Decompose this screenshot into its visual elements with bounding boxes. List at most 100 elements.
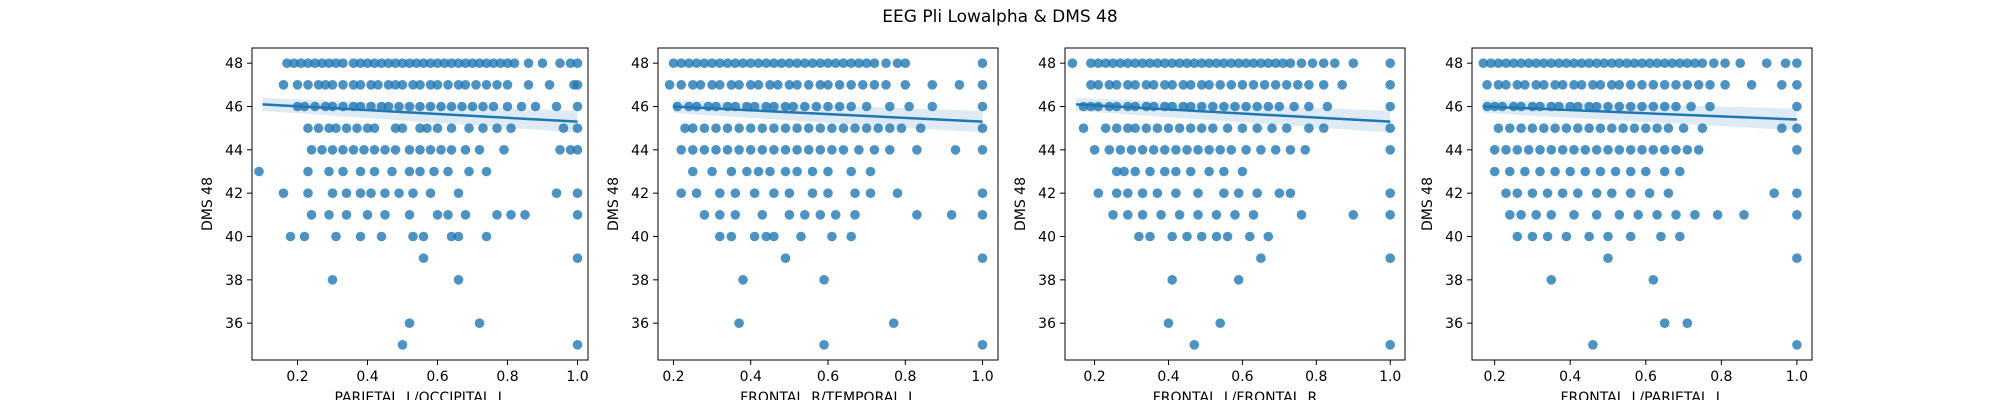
scatter-point (730, 58, 741, 68)
scatter-point (509, 58, 520, 68)
scatter-point (1167, 58, 1177, 68)
scatter-point (1652, 123, 1662, 133)
scatter-point (1222, 231, 1233, 242)
scatter-point (1508, 58, 1519, 68)
scatter-point (303, 188, 313, 198)
scatter-point (1237, 80, 1248, 90)
scatter-point (846, 101, 856, 112)
scatter-point (1145, 58, 1155, 68)
x-tick-label: 0.6 (817, 369, 839, 385)
scatter-point (1145, 166, 1155, 177)
scatter-point (1607, 123, 1617, 133)
scatter-point (1588, 80, 1598, 90)
scatter-point (749, 231, 760, 242)
scatter-point (1652, 210, 1662, 220)
scatter-point (572, 58, 583, 68)
scatter-point (1318, 123, 1329, 133)
scatter-point (1648, 80, 1659, 90)
scatter-point (404, 58, 415, 68)
scatter-point (780, 166, 791, 177)
y-axis-label: DMS 48 (1420, 177, 1436, 231)
scatter-point (488, 101, 499, 112)
y-tick-label: 40 (225, 230, 243, 246)
scatter-point (1111, 123, 1122, 133)
scatter-point (726, 231, 737, 242)
scatter-point (769, 123, 779, 133)
scatter-point (439, 58, 450, 68)
scatter-point (1656, 231, 1666, 242)
scatter-point (1196, 123, 1207, 133)
scatter-point (1629, 58, 1640, 68)
scatter-point (784, 58, 795, 68)
scatter-point (1237, 123, 1248, 133)
scatter-point (296, 58, 306, 68)
scatter-point (411, 58, 422, 68)
scatter-point (1493, 58, 1504, 68)
y-tick-label: 44 (631, 143, 649, 159)
scatter-point (977, 340, 988, 350)
scatter-point (1576, 58, 1587, 68)
scatter-point (823, 101, 833, 112)
scatter-point (1678, 123, 1689, 133)
scatter-point (313, 80, 324, 90)
scatter-point (1595, 80, 1606, 90)
scatter-point (1641, 166, 1651, 177)
scatter-point (792, 166, 802, 177)
scatter-point (394, 101, 404, 112)
scatter-point (885, 101, 895, 112)
scatter-point (1659, 80, 1670, 90)
scatter-point (1230, 101, 1240, 112)
scatter-point (429, 166, 439, 177)
scatter-point (516, 101, 527, 112)
y-tick-label: 36 (1445, 316, 1463, 332)
scatter-point (1233, 275, 1244, 285)
scatter-point (303, 58, 313, 68)
scatter-point (1208, 123, 1218, 133)
scatter-point (1111, 166, 1122, 177)
scatter-point (464, 123, 474, 133)
scatter-point (1705, 101, 1715, 112)
scatter-point (481, 166, 492, 177)
scatter-point (1659, 145, 1670, 155)
scatter-point (761, 231, 771, 242)
scatter-point (699, 58, 710, 68)
scatter-point (1174, 58, 1185, 68)
scatter-point (1119, 166, 1129, 177)
scatter-point (383, 58, 394, 68)
scatter-point (1516, 210, 1526, 220)
axes-frame (1064, 47, 1406, 361)
scatter-point (254, 166, 264, 177)
scatter-point (425, 80, 436, 90)
regression-line (1483, 105, 1797, 121)
scatter-point (1493, 123, 1504, 133)
scatter-point (397, 80, 408, 90)
scatter-point (478, 123, 488, 133)
scatter-point (1709, 58, 1719, 68)
scatter-point (404, 166, 415, 177)
scatter-point (380, 145, 390, 155)
scatter-point (383, 101, 394, 112)
regression-line (673, 105, 983, 123)
scatter-point (788, 101, 798, 112)
y-tick-label: 46 (631, 100, 649, 116)
x-tick-label: 1.0 (971, 369, 993, 385)
scatter-point (1739, 210, 1749, 220)
scatter-point (1385, 253, 1395, 263)
scatter-point (355, 188, 366, 198)
scatter-point (404, 101, 415, 112)
scatter-point (1293, 80, 1303, 90)
scatter-point (1520, 80, 1530, 90)
scatter-point (1625, 145, 1636, 155)
scatter-point (404, 210, 415, 220)
y-tick-label: 36 (631, 316, 649, 332)
scatter-point (467, 58, 478, 68)
scatter-point (715, 231, 725, 242)
scatter-point (348, 145, 359, 155)
scatter-point (1182, 145, 1192, 155)
scatter-point (1663, 188, 1674, 198)
scatter-point (572, 188, 583, 198)
scatter-point (1160, 166, 1170, 177)
x-tick-label: 0.6 (1635, 369, 1657, 385)
scatter-point (1086, 58, 1096, 68)
scatter-point (900, 58, 911, 68)
